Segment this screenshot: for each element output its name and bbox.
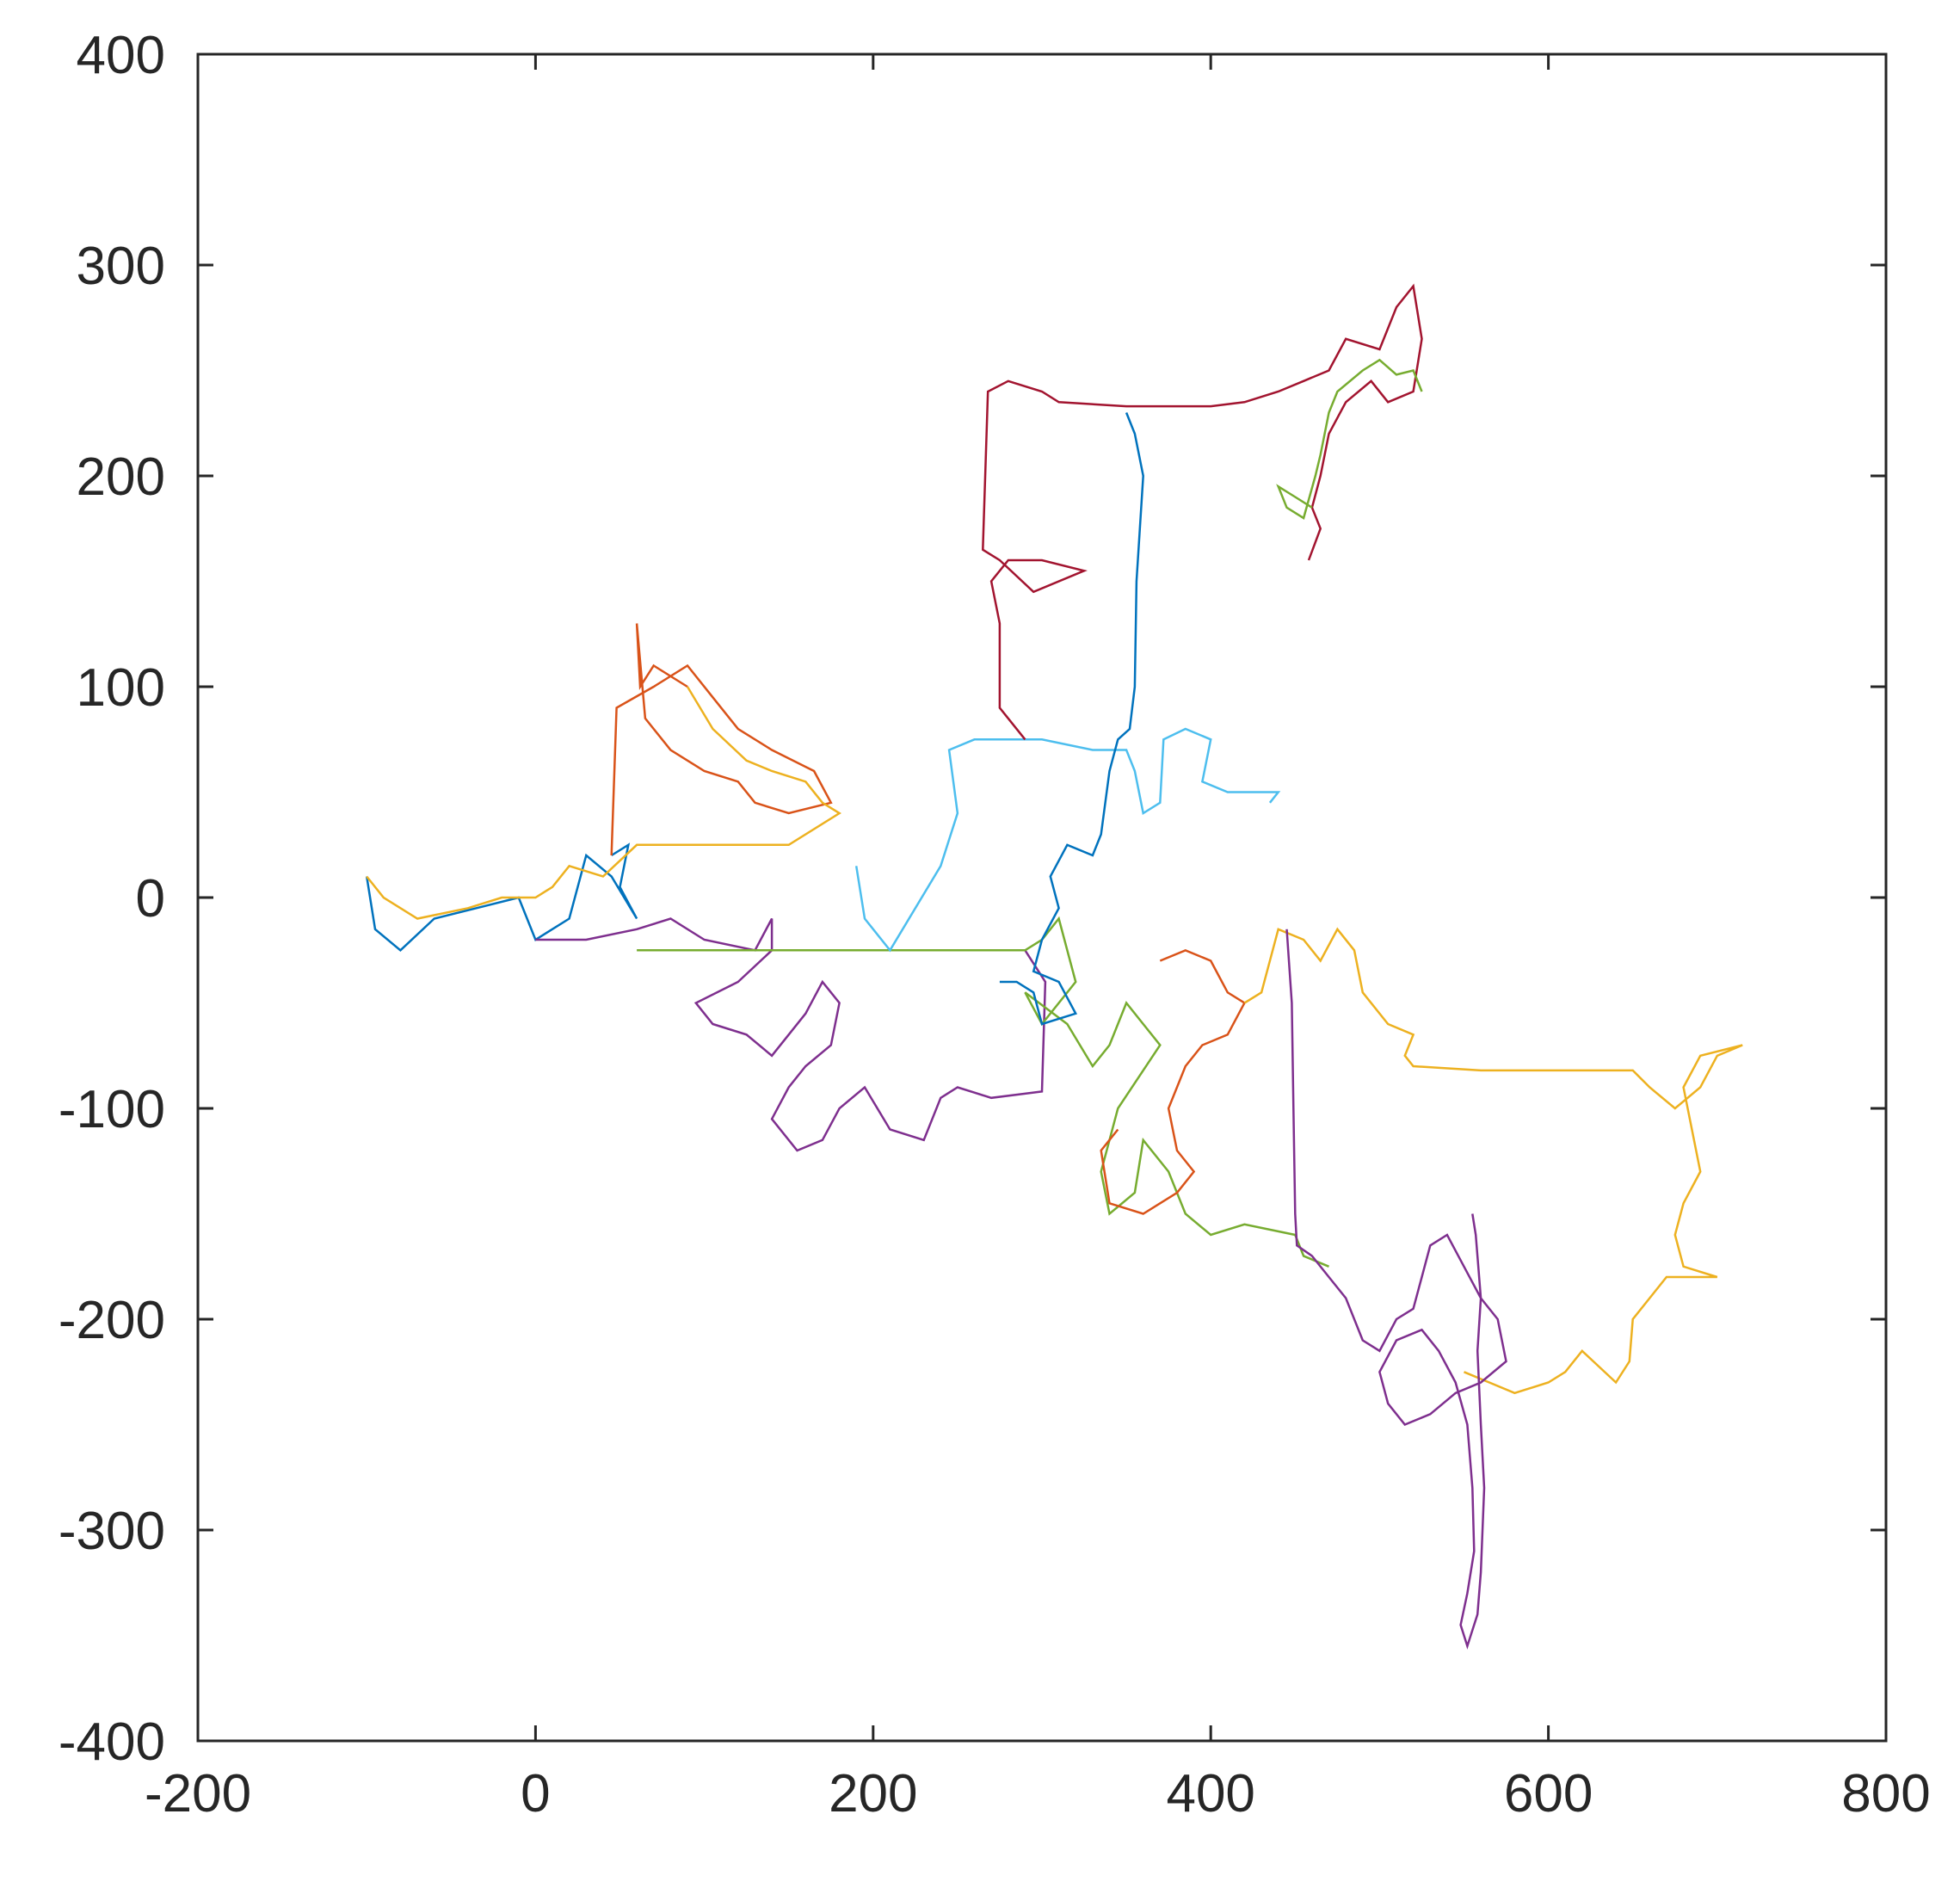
series-line-3: [366, 686, 841, 920]
y-tick-label: -300: [59, 1502, 165, 1561]
series-line-7: [982, 283, 1423, 741]
series-line-12: [1276, 358, 1423, 520]
x-axis-ticks: -200 0 200 400 600 800: [145, 54, 1931, 1823]
series-line-9: [1100, 948, 1247, 1215]
x-tick-label: 0: [521, 1764, 550, 1823]
y-tick-label: 400: [77, 26, 165, 85]
series-line-5: [637, 916, 1329, 1268]
x-tick-label: -200: [145, 1764, 251, 1823]
plot-area: [196, 52, 1888, 1743]
y-tick-label: 0: [136, 869, 165, 929]
y-axis-ticks: -400 -300 -200 -100 0 100 200 300 400: [59, 26, 1886, 1772]
x-tick-label: 800: [1841, 1764, 1930, 1823]
x-tick-label: 600: [1504, 1764, 1593, 1823]
series-line-6: [854, 727, 1281, 953]
x-tick-label: 200: [829, 1764, 917, 1823]
y-tick-label: -100: [59, 1080, 165, 1139]
y-tick-label: -200: [59, 1291, 165, 1350]
series-line-1: [365, 842, 638, 952]
series-line-2: [610, 623, 833, 856]
series-line-4: [535, 917, 1047, 1152]
series-line-8: [999, 412, 1144, 1026]
y-tick-label: -400: [59, 1712, 165, 1772]
series-line-11: [1285, 929, 1507, 1650]
y-tick-label: 300: [77, 237, 165, 296]
series-line-10: [1243, 927, 1743, 1395]
series-layer: [365, 283, 1743, 1650]
axes-box: [196, 52, 1888, 1743]
x-tick-label: 400: [1166, 1764, 1254, 1823]
y-tick-label: 100: [77, 658, 165, 718]
y-tick-label: 200: [77, 447, 165, 507]
